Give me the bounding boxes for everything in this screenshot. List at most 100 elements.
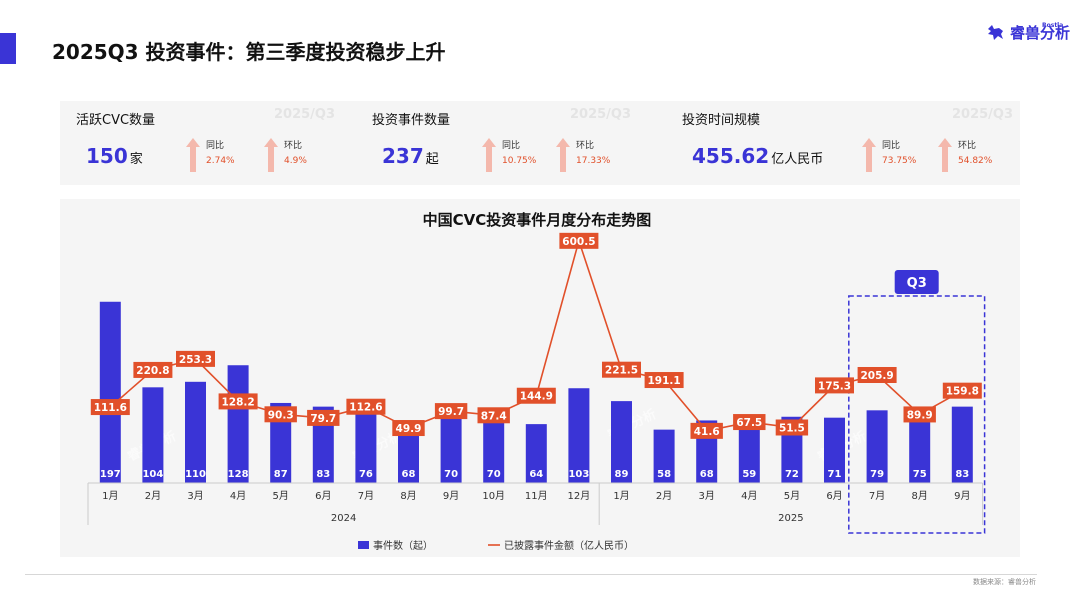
q3-highlight-label: Q3 — [907, 276, 927, 291]
amount-value-label: 111.6 — [94, 402, 127, 414]
kpi-yoy: 同比 10.75% — [482, 138, 542, 172]
bar-value-label: 72 — [785, 469, 799, 480]
bar-event-count — [611, 401, 632, 483]
monthly-investment-chart: 中国CVC投资事件月度分布走势图 睿兽分析睿兽分析睿兽分析睿兽分析 197104… — [87, 211, 986, 552]
up-arrow-icon — [938, 138, 952, 172]
x-tick-label: 3月 — [699, 490, 715, 502]
bar-event-count — [483, 418, 505, 483]
amount-value-label: 49.9 — [396, 423, 422, 435]
brand-sub: Rostla — [1042, 22, 1064, 29]
amount-label-box — [218, 393, 258, 410]
x-tick-label: 2月 — [145, 490, 161, 502]
amount-value-label: 191.1 — [647, 375, 680, 387]
amount-label-box — [903, 406, 936, 423]
up-arrow-icon — [556, 138, 570, 172]
kpi-active-cvc: 活跃CVC数量 2025/Q3 150 家 同比 2.74% 环比 4.9% — [60, 101, 360, 185]
amount-label-box — [90, 399, 130, 416]
x-tick-label: 2月 — [656, 490, 672, 502]
amount-label-box — [346, 398, 386, 415]
amount-label-box — [644, 372, 684, 389]
amount-value-label: 221.5 — [605, 365, 638, 377]
bar-value-label: 197 — [100, 469, 121, 480]
kpi-yoy: 同比 73.75% — [862, 138, 922, 172]
bar-value-label: 76 — [359, 469, 373, 480]
bar-value-label: 128 — [228, 469, 249, 480]
amount-value-label: 87.4 — [481, 410, 507, 422]
bar-event-count — [185, 381, 206, 483]
amount-label-box — [176, 350, 215, 367]
amount-value-label: 253.3 — [179, 354, 212, 366]
bar-value-label: 79 — [870, 469, 884, 480]
x-tick-label: 5月 — [273, 490, 289, 502]
kpi-investment-amount: 投资时间规模 2025/Q3 455.62 亿人民币 同比 73.75% 环比 5… — [666, 101, 1020, 185]
kpi-period-watermark: 2025/Q3 — [274, 107, 336, 122]
bar-event-count — [738, 428, 760, 483]
kpi-investment-count: 投资事件数量 2025/Q3 237 起 同比 10.75% 环比 17.33% — [356, 101, 656, 185]
x-tick-label: 12月 — [568, 490, 591, 502]
bar-event-count — [525, 424, 547, 483]
bar-value-label: 71 — [828, 469, 842, 480]
x-tick-label: 8月 — [912, 490, 928, 502]
chart-panel: 中国CVC投资事件月度分布走势图 睿兽分析睿兽分析睿兽分析睿兽分析 197104… — [60, 199, 1020, 557]
up-arrow-icon — [482, 138, 496, 172]
amount-value-label: 99.7 — [438, 406, 464, 418]
bar-value-label: 103 — [568, 469, 589, 480]
bar-value-label: 70 — [487, 469, 501, 480]
q3-highlight-tag — [894, 270, 939, 294]
up-arrow-icon — [264, 138, 278, 172]
kpi-label: 投资事件数量 — [372, 113, 451, 128]
kpi-period-watermark: 2025/Q3 — [952, 107, 1014, 122]
legend-line-label: 已披露事件金额（亿人民币） — [504, 539, 634, 552]
x-tick-label: 4月 — [741, 490, 757, 502]
amount-value-label: 112.6 — [349, 402, 382, 414]
x-tick-label: 5月 — [784, 490, 800, 502]
x-tick-label: 1月 — [613, 490, 629, 502]
brand-logo-icon — [988, 24, 1003, 40]
amount-label-box — [690, 422, 723, 439]
amount-label-box — [733, 414, 766, 431]
bar-value-label: 58 — [657, 469, 671, 480]
amount-label-box — [857, 366, 897, 383]
bar-value-label: 83 — [955, 469, 969, 480]
bar-event-count — [99, 301, 121, 483]
bar-event-count — [398, 420, 419, 483]
amount-label-box — [434, 403, 468, 420]
kpi-value: 237 起 — [382, 144, 439, 168]
kpi-yoy: 同比 2.74% — [186, 138, 246, 172]
bar-value-label: 104 — [142, 469, 163, 480]
amount-label-box — [307, 409, 340, 426]
amount-value-label: 79.7 — [310, 413, 336, 425]
amount-label-box — [264, 406, 297, 423]
amount-value-label: 144.9 — [520, 391, 553, 403]
x-tick-label: 9月 — [954, 490, 970, 502]
legend-bar-label: 事件数（起） — [373, 539, 433, 552]
kpi-qoq: 环比 17.33% — [556, 138, 616, 172]
amount-value-label: 220.8 — [136, 365, 169, 377]
amount-value-label: 67.5 — [736, 417, 762, 429]
bar-value-label: 110 — [185, 469, 206, 480]
bar-event-count — [866, 410, 888, 483]
x-tick-label: 7月 — [358, 490, 374, 502]
kpi-value: 455.62 亿人民币 — [692, 144, 824, 168]
kpi-qoq: 环比 54.82% — [938, 138, 998, 172]
bar-value-label: 75 — [913, 469, 927, 480]
bar-value-label: 70 — [444, 469, 458, 480]
x-tick-label: 11月 — [525, 490, 548, 502]
x-tick-label: 10月 — [482, 490, 505, 502]
amount-label-box — [602, 361, 641, 378]
footer-divider — [25, 574, 1037, 575]
x-tick-label: 6月 — [826, 490, 842, 502]
kpi-value: 150 家 — [86, 144, 143, 168]
bar-value-label: 68 — [700, 469, 714, 480]
bar-value-label: 89 — [615, 469, 629, 480]
kpi-period-watermark: 2025/Q3 — [570, 107, 632, 122]
page-title: 2025Q3 投资事件：第三季度投资稳步上升 — [52, 40, 446, 64]
amount-label-box — [942, 382, 982, 399]
amount-value-label: 600.5 — [562, 236, 595, 248]
amount-label-box — [477, 407, 510, 424]
amount-value-label: 159.8 — [946, 386, 979, 398]
legend-bar-swatch — [358, 541, 369, 549]
x-tick-label: 1月 — [102, 490, 118, 502]
bar-event-count — [440, 418, 462, 483]
bar-event-count — [909, 414, 931, 483]
